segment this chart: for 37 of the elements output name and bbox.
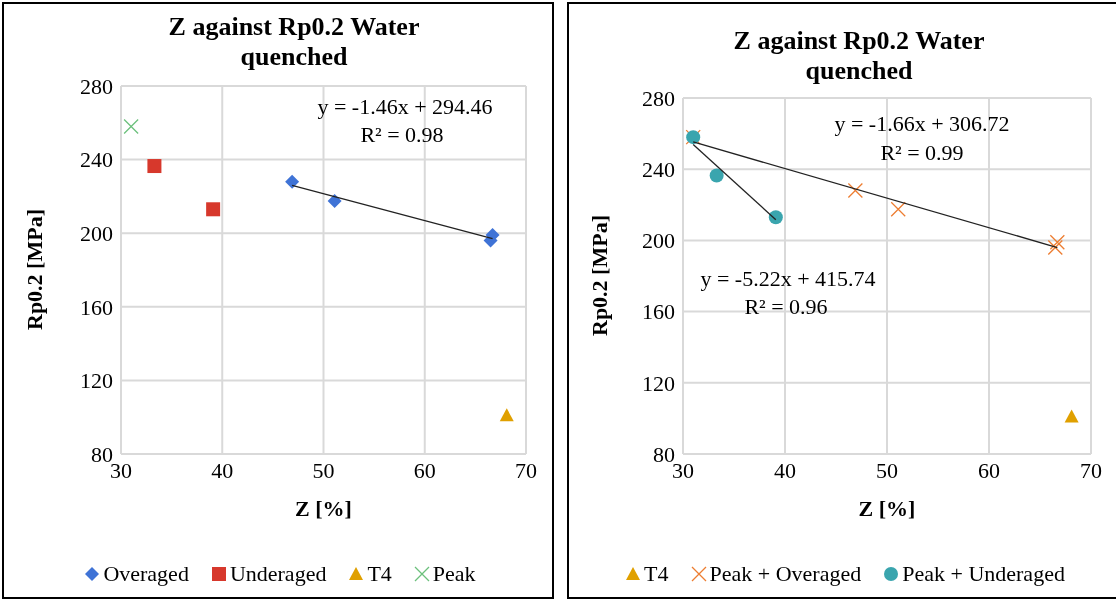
x-tick-label: 60: [978, 457, 1000, 483]
chart-title: Z against Rp0.2 Water quenched: [732, 26, 986, 86]
y-tick-label: 160: [80, 294, 113, 320]
legend-label: Overaged: [103, 561, 189, 587]
annotation: y = -1.66x + 306.72: [834, 111, 1010, 137]
legend-label: T4: [367, 561, 392, 587]
x-tick-label: 60: [413, 457, 436, 483]
y-tick-label: 280: [642, 85, 675, 111]
y-tick-label: 120: [642, 370, 675, 396]
annotation: R² = 0.98: [360, 122, 444, 148]
x-tick-label: 50: [876, 457, 898, 483]
x-tick-label: 50: [312, 457, 335, 483]
y-axis-title: Rp0.2 [MPa]: [21, 209, 47, 330]
y-axis-title: Rp0.2 [MPa]: [586, 215, 612, 336]
y-tick-label: 240: [642, 157, 675, 183]
x-axis-title: Z [%]: [295, 496, 352, 521]
chart-title: Z against Rp0.2 Water quenched: [167, 12, 421, 72]
y-tick-label: 200: [80, 221, 113, 247]
y-tick-label: 160: [642, 299, 675, 325]
x-axis-title: Z [%]: [858, 496, 916, 521]
x-tick-label: 40: [211, 457, 234, 483]
legend-label: Peak: [432, 561, 476, 587]
legend-label: Underaged: [229, 561, 327, 587]
y-tick-label: 240: [80, 147, 113, 173]
legend-label: T4: [644, 561, 669, 587]
x-tick-label: 40: [774, 457, 796, 483]
legend-label: Peak + Overaged: [709, 561, 862, 587]
annotation: R² = 0.96: [744, 294, 828, 320]
legend-label: Peak + Underaged: [902, 561, 1065, 587]
x-tick-label: 70: [1080, 457, 1102, 483]
y-tick-label: 200: [642, 228, 675, 254]
y-tick-label: 120: [80, 368, 113, 394]
annotation: y = -1.46x + 294.46: [317, 94, 493, 120]
annotation: R² = 0.99: [880, 140, 964, 166]
annotation: y = -5.22x + 415.74: [700, 266, 876, 292]
x-tick-label: 70: [515, 457, 537, 483]
y-tick-label: 280: [80, 73, 113, 99]
